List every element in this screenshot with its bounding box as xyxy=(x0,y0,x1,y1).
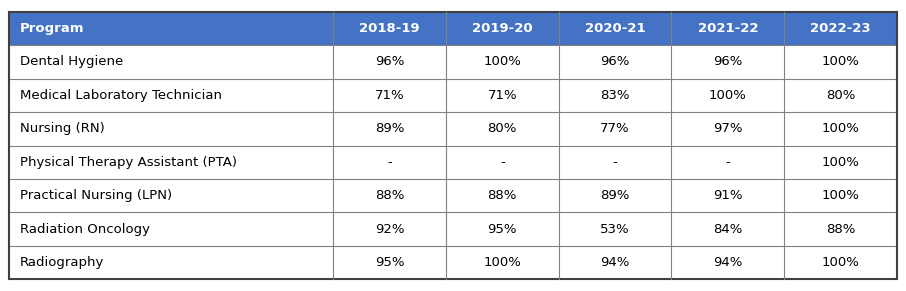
Text: 83%: 83% xyxy=(601,89,630,102)
Text: 97%: 97% xyxy=(713,122,743,135)
Text: 100%: 100% xyxy=(822,55,860,68)
Bar xyxy=(333,212,446,246)
Text: Medical Laboratory Technician: Medical Laboratory Technician xyxy=(20,89,222,102)
Text: 77%: 77% xyxy=(601,122,630,135)
Text: 91%: 91% xyxy=(713,189,743,202)
Text: Program: Program xyxy=(20,22,84,35)
Text: 2019-20: 2019-20 xyxy=(472,22,533,35)
Text: Nursing (RN): Nursing (RN) xyxy=(20,122,105,135)
Bar xyxy=(9,146,333,179)
Bar xyxy=(333,246,446,279)
Bar xyxy=(333,146,446,179)
Text: Dental Hygiene: Dental Hygiene xyxy=(20,55,123,68)
Bar xyxy=(446,179,559,212)
Text: 95%: 95% xyxy=(487,223,517,236)
Bar xyxy=(671,246,785,279)
Bar xyxy=(671,146,785,179)
Bar xyxy=(9,12,333,45)
Bar xyxy=(559,179,671,212)
Bar xyxy=(333,12,446,45)
Bar xyxy=(785,12,897,45)
Bar xyxy=(785,146,897,179)
Bar xyxy=(446,212,559,246)
Text: 2018-19: 2018-19 xyxy=(359,22,419,35)
Bar xyxy=(9,212,333,246)
Bar xyxy=(785,79,897,112)
Text: 2022-23: 2022-23 xyxy=(810,22,871,35)
Text: 2021-22: 2021-22 xyxy=(698,22,758,35)
Bar xyxy=(333,112,446,146)
Text: 94%: 94% xyxy=(713,256,743,269)
Bar xyxy=(559,246,671,279)
Text: 100%: 100% xyxy=(822,122,860,135)
Text: 100%: 100% xyxy=(822,156,860,169)
Bar xyxy=(671,112,785,146)
Bar xyxy=(785,112,897,146)
Text: 71%: 71% xyxy=(487,89,517,102)
Text: Radiography: Radiography xyxy=(20,256,104,269)
Bar xyxy=(559,12,671,45)
Text: 100%: 100% xyxy=(483,55,521,68)
Text: 88%: 88% xyxy=(826,223,855,236)
Bar xyxy=(446,79,559,112)
Text: 96%: 96% xyxy=(375,55,404,68)
Bar xyxy=(9,79,333,112)
Bar xyxy=(559,212,671,246)
Bar xyxy=(559,112,671,146)
Text: 94%: 94% xyxy=(601,256,630,269)
Bar xyxy=(333,79,446,112)
Bar xyxy=(671,45,785,79)
Bar xyxy=(671,212,785,246)
Bar xyxy=(9,112,333,146)
Text: 80%: 80% xyxy=(826,89,855,102)
Text: -: - xyxy=(500,156,505,169)
Bar xyxy=(671,12,785,45)
Bar xyxy=(446,146,559,179)
Text: 100%: 100% xyxy=(483,256,521,269)
Text: 96%: 96% xyxy=(713,55,743,68)
Bar xyxy=(333,45,446,79)
Text: 80%: 80% xyxy=(487,122,517,135)
Text: Radiation Oncology: Radiation Oncology xyxy=(20,223,149,236)
Text: 95%: 95% xyxy=(375,256,404,269)
Text: 53%: 53% xyxy=(601,223,630,236)
Bar xyxy=(559,79,671,112)
Bar xyxy=(446,45,559,79)
Text: 84%: 84% xyxy=(713,223,743,236)
Bar xyxy=(9,246,333,279)
Bar xyxy=(446,112,559,146)
Text: 100%: 100% xyxy=(822,256,860,269)
Bar xyxy=(333,179,446,212)
Bar xyxy=(785,179,897,212)
Text: 100%: 100% xyxy=(708,89,747,102)
Bar xyxy=(559,45,671,79)
Text: -: - xyxy=(387,156,392,169)
Bar xyxy=(559,146,671,179)
Text: Physical Therapy Assistant (PTA): Physical Therapy Assistant (PTA) xyxy=(20,156,237,169)
Text: 100%: 100% xyxy=(822,189,860,202)
Bar xyxy=(446,246,559,279)
Text: 89%: 89% xyxy=(375,122,404,135)
Bar xyxy=(9,179,333,212)
Text: 89%: 89% xyxy=(601,189,630,202)
Bar xyxy=(671,179,785,212)
Bar xyxy=(785,246,897,279)
Text: 88%: 88% xyxy=(375,189,404,202)
Text: 88%: 88% xyxy=(487,189,517,202)
Bar xyxy=(9,45,333,79)
Bar xyxy=(785,45,897,79)
Bar xyxy=(446,12,559,45)
Bar xyxy=(671,79,785,112)
Bar xyxy=(785,212,897,246)
Text: 92%: 92% xyxy=(375,223,404,236)
Text: 96%: 96% xyxy=(601,55,630,68)
Text: -: - xyxy=(726,156,730,169)
Text: Practical Nursing (LPN): Practical Nursing (LPN) xyxy=(20,189,172,202)
Text: 71%: 71% xyxy=(375,89,404,102)
Text: -: - xyxy=(612,156,617,169)
Text: 2020-21: 2020-21 xyxy=(584,22,645,35)
